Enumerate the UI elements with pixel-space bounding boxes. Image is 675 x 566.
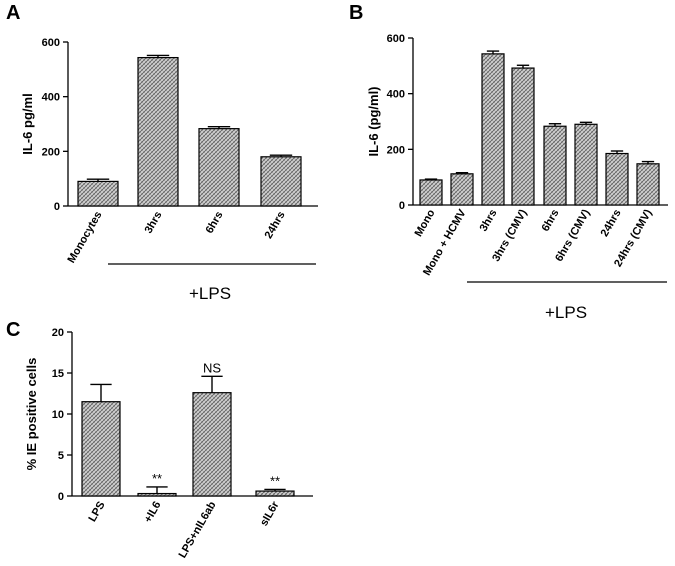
- panel-letter: C: [6, 319, 20, 341]
- bar-8: [636, 163, 660, 206]
- bar-3: [481, 53, 505, 206]
- bar-7: [605, 152, 629, 206]
- category-label: 6hrs: [540, 208, 562, 234]
- y-tick-label: 600: [387, 33, 405, 45]
- y-axis-label: IL-6 (pg/ml): [366, 86, 381, 156]
- category-label: 3hrs: [478, 208, 500, 234]
- significance-label: **: [270, 473, 280, 488]
- bar-1: [81, 401, 121, 497]
- bar-2: [450, 173, 474, 206]
- category-label: 3hrs: [143, 210, 165, 236]
- y-tick-label: 400: [387, 89, 405, 101]
- category-label: 24hrs: [263, 210, 288, 241]
- y-tick-label: 0: [58, 491, 64, 503]
- bar-4: [511, 67, 535, 206]
- panel-a-chart: A 0 200 400 600 IL-6 pg/ml Monocytes 3hrs 6hrs 24…: [6, 2, 318, 303]
- bar-3: [192, 392, 232, 497]
- y-axis-label: % IE positive cells: [24, 358, 39, 471]
- category-label: 24hrs: [599, 208, 624, 239]
- bar-5: [543, 125, 567, 206]
- bar-6: [574, 123, 598, 206]
- bar-3: [198, 128, 240, 207]
- y-axis-label: IL-6 pg/ml: [20, 93, 35, 154]
- category-label: LPS+nIL6ab: [177, 499, 219, 560]
- y-tick-label: 600: [42, 37, 60, 49]
- group-label: +LPS: [189, 284, 231, 303]
- bar-1: [419, 179, 443, 206]
- y-tick-label: 200: [42, 146, 60, 158]
- y-tick-label: 200: [387, 144, 405, 156]
- y-tick-label: 0: [54, 201, 60, 213]
- y-tick-label: 15: [52, 368, 64, 380]
- category-label: Monocytes: [65, 210, 104, 266]
- group-label: +LPS: [545, 303, 587, 322]
- bar-4: [255, 490, 295, 497]
- y-tick-label: 0: [399, 200, 405, 212]
- y-tick-label: 400: [42, 92, 60, 104]
- category-label: 6hrs: [204, 210, 226, 236]
- bar-2: [137, 492, 177, 497]
- significance-label: NS: [203, 360, 221, 375]
- y-tick-label: 10: [52, 409, 64, 421]
- category-label: Mono: [413, 207, 438, 239]
- y-tick-label: 5: [58, 450, 64, 462]
- y-tick-label: 20: [52, 327, 64, 339]
- panel-letter: A: [6, 2, 20, 24]
- panel-c-chart: C 0 5 10 15 20 % IE positive cells LPS ** +IL6 NS L…: [6, 319, 313, 560]
- panel-letter: B: [349, 2, 363, 24]
- significance-label: **: [152, 471, 162, 486]
- bar-1: [77, 180, 119, 207]
- bar-2: [137, 56, 179, 207]
- category-label: LPS: [87, 500, 108, 525]
- category-label: sIL6r: [258, 499, 282, 528]
- bar-4: [260, 156, 302, 207]
- category-label: +IL6: [142, 500, 164, 525]
